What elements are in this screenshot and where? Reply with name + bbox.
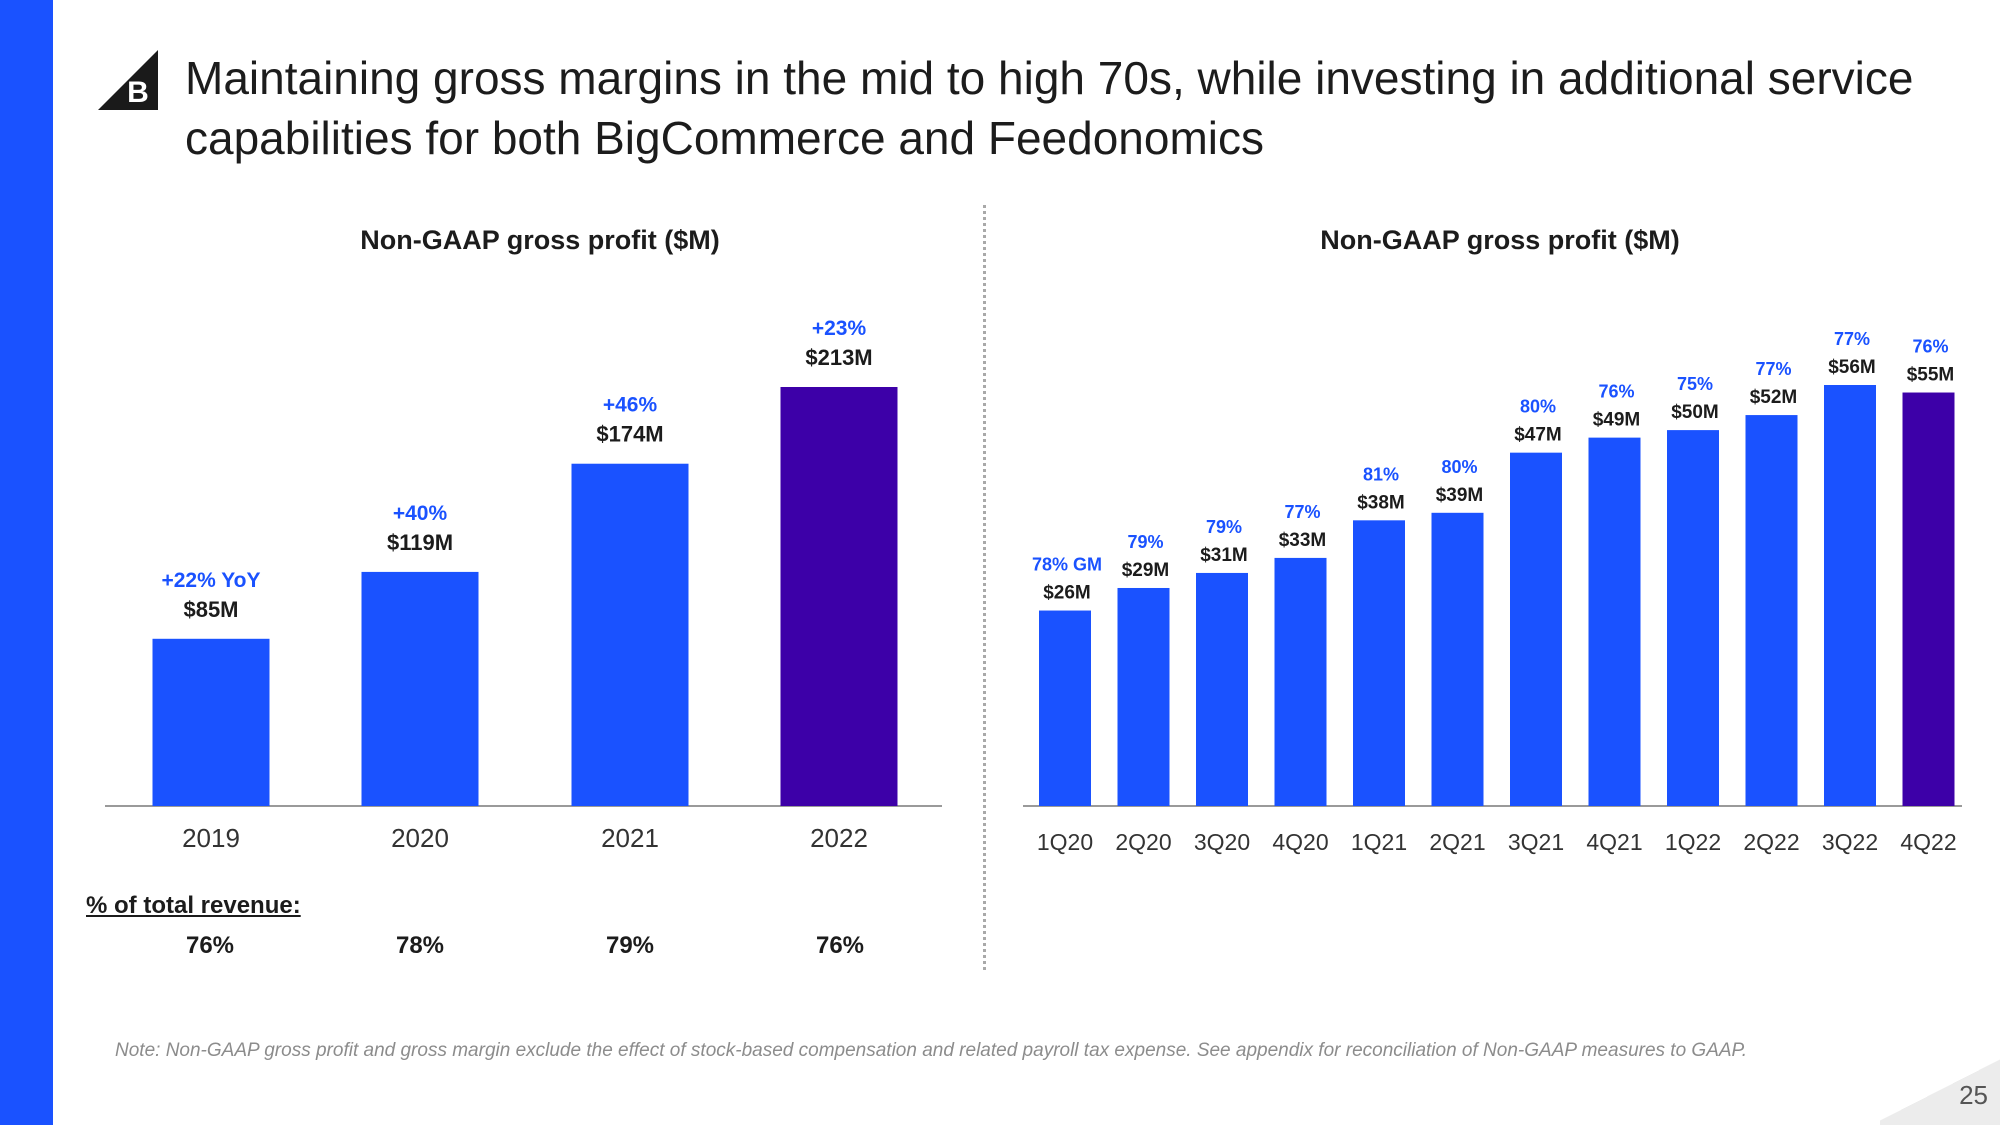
- quarterly-margin-label-2Q22: 77%: [1755, 359, 1791, 379]
- quarterly-bar-3Q21: [1510, 452, 1562, 806]
- quarterly-tick-3Q20: 3Q20: [1194, 829, 1250, 855]
- quarterly-bar-2Q21: [1431, 512, 1484, 806]
- quarterly-value-label-4Q21: $49M: [1593, 410, 1641, 431]
- annual-tick-2022: 2022: [810, 823, 868, 853]
- quarterly-value-label-4Q20: $33M: [1279, 530, 1327, 551]
- quarterly-margin-label-2Q21: 80%: [1441, 457, 1477, 477]
- quarterly-tick-4Q21: 4Q21: [1586, 829, 1642, 855]
- quarterly-bar-2Q22: [1745, 415, 1798, 806]
- quarterly-value-label-1Q21: $38M: [1357, 492, 1405, 513]
- quarterly-margin-label-4Q21: 76%: [1598, 382, 1634, 402]
- page-corner: [1880, 1055, 2000, 1125]
- annual-bar-2019: [152, 638, 270, 806]
- quarterly-value-label-2Q20: $29M: [1122, 560, 1170, 581]
- quarterly-value-label-1Q20: $26M: [1043, 583, 1091, 604]
- annual-growth-label-2020: +40%: [393, 502, 448, 525]
- quarterly-margin-label-4Q22: 76%: [1912, 337, 1948, 357]
- quarterly-value-label-1Q22: $50M: [1671, 402, 1719, 423]
- svg-text:B: B: [127, 76, 149, 109]
- quarterly-bar-2Q20: [1117, 587, 1170, 806]
- pct-of-revenue-2022: 76%: [815, 932, 865, 959]
- annual-value-label-2022: $213M: [805, 345, 872, 370]
- bigcommerce-logo-icon: B: [98, 50, 158, 110]
- chart-divider: [983, 205, 986, 970]
- slide-title: Maintaining gross margins in the mid to …: [185, 52, 1914, 164]
- annual-value-label-2021: $174M: [596, 422, 663, 447]
- quarterly-margin-label-1Q22: 75%: [1677, 374, 1713, 394]
- quarterly-tick-3Q22: 3Q22: [1822, 829, 1878, 855]
- pct-of-revenue-2021: 79%: [605, 932, 655, 959]
- quarterly-bar-4Q20: [1274, 557, 1327, 806]
- footnote: Note: Non-GAAP gross profit and gross ma…: [115, 1040, 1748, 1061]
- quarterly-value-label-2Q21: $39M: [1436, 485, 1484, 506]
- quarterly-margin-label-2Q20: 79%: [1127, 532, 1163, 552]
- annual-tick-2021: 2021: [601, 823, 659, 853]
- quarterly-tick-1Q20: 1Q20: [1037, 829, 1093, 855]
- quarterly-tick-4Q20: 4Q20: [1272, 829, 1328, 855]
- quarterly-value-label-3Q20: $31M: [1200, 545, 1248, 566]
- quarterly-tick-2Q22: 2Q22: [1743, 829, 1799, 855]
- quarterly-value-label-2Q22: $52M: [1750, 387, 1798, 408]
- quarterly-margin-label-1Q21: 81%: [1363, 464, 1399, 484]
- quarterly-chart-title: Non-GAAP gross profit ($M): [1320, 225, 1680, 255]
- annual-bar-2020: [361, 571, 479, 806]
- annual-value-label-2019: $85M: [183, 597, 238, 622]
- quarterly-value-label-3Q22: $56M: [1828, 357, 1876, 378]
- quarterly-tick-3Q21: 3Q21: [1508, 829, 1564, 855]
- pct-of-revenue-2019: 76%: [185, 932, 235, 959]
- pct-of-revenue-heading: % of total revenue:: [86, 892, 301, 919]
- quarterly-bar-3Q20: [1196, 572, 1248, 806]
- annual-tick-2019: 2019: [182, 823, 240, 853]
- quarterly-bar-1Q20: [1039, 610, 1091, 806]
- quarterly-bar-4Q22: [1902, 392, 1955, 806]
- quarterly-margin-label-4Q20: 77%: [1284, 502, 1320, 522]
- quarterly-tick-1Q21: 1Q21: [1351, 829, 1407, 855]
- quarterly-bar-4Q21: [1588, 437, 1641, 806]
- quarterly-tick-1Q22: 1Q22: [1665, 829, 1721, 855]
- annual-bar-2021: [571, 463, 689, 806]
- page-number: 25: [1959, 1080, 1988, 1110]
- quarterly-tick-2Q21: 2Q21: [1429, 829, 1485, 855]
- accent-sidebar: [0, 0, 53, 1125]
- quarterly-tick-4Q22: 4Q22: [1900, 829, 1956, 855]
- annual-tick-2020: 2020: [391, 823, 449, 853]
- quarterly-bar-1Q22: [1667, 430, 1719, 806]
- quarterly-value-label-3Q21: $47M: [1514, 425, 1562, 446]
- quarterly-margin-label-3Q21: 80%: [1520, 397, 1556, 417]
- quarterly-bar-3Q22: [1824, 385, 1876, 806]
- annual-chart-title: Non-GAAP gross profit ($M): [360, 225, 720, 255]
- annual-growth-label-2019: +22% YoY: [161, 569, 260, 592]
- quarterly-margin-label-3Q20: 79%: [1206, 517, 1242, 537]
- quarterly-tick-2Q20: 2Q20: [1115, 829, 1171, 855]
- quarterly-value-label-4Q22: $55M: [1907, 365, 1955, 386]
- quarterly-margin-label-1Q20: 78% GM: [1032, 555, 1102, 575]
- annual-growth-label-2022: +23%: [812, 317, 867, 340]
- annual-growth-label-2021: +46%: [603, 394, 658, 417]
- quarterly-bar-1Q21: [1353, 520, 1405, 806]
- pct-of-revenue-2020: 78%: [395, 932, 445, 959]
- quarterly-margin-label-3Q22: 77%: [1834, 329, 1870, 349]
- annual-value-label-2020: $119M: [387, 530, 453, 555]
- annual-bar-2022: [780, 387, 898, 806]
